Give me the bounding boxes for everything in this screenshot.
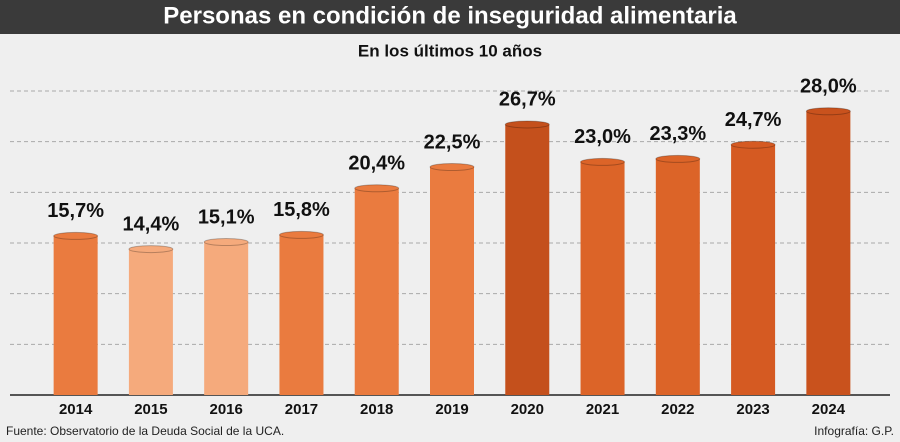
- bar: [505, 124, 550, 395]
- bar-cap: [278, 230, 324, 239]
- source-note: Fuente: Observatorio de la Deuda Social …: [6, 424, 284, 438]
- x-tick-label: 2023: [736, 401, 769, 418]
- x-tick-label: 2021: [586, 401, 619, 418]
- bar: [204, 241, 249, 395]
- bar-cap: [429, 163, 475, 171]
- data-label: 20,4%: [348, 153, 405, 175]
- data-label: 15,7%: [47, 200, 104, 222]
- x-tick-label: 2020: [511, 401, 544, 418]
- data-label: 28,0%: [800, 76, 857, 98]
- bar: [53, 235, 98, 395]
- chart-title: Personas en condición de inseguridad ali…: [163, 2, 737, 29]
- data-label: 26,7%: [499, 89, 556, 111]
- bar-cap: [730, 140, 776, 149]
- bar-cap: [504, 120, 550, 129]
- bar-cap: [53, 231, 99, 240]
- x-tick-label: 2024: [812, 401, 846, 418]
- x-tick-label: 2018: [360, 401, 393, 418]
- bar: [430, 167, 474, 395]
- data-label: 23,3%: [649, 123, 706, 145]
- bar-cap: [354, 184, 400, 193]
- x-tick-label: 2015: [134, 401, 167, 418]
- x-tick-label: 2022: [661, 401, 694, 418]
- x-tick-label: 2017: [285, 401, 318, 418]
- bar: [354, 188, 399, 395]
- data-label: 24,7%: [725, 109, 782, 131]
- data-label: 15,1%: [198, 206, 255, 228]
- bar-cap: [655, 154, 701, 163]
- bar-cap: [128, 245, 174, 254]
- data-label: 14,4%: [123, 213, 180, 235]
- bar: [279, 234, 324, 395]
- data-label: 22,5%: [424, 131, 481, 153]
- title-banner: [0, 0, 900, 34]
- credit-note: Infografía: G.P.: [814, 424, 894, 438]
- bar-cap: [580, 157, 626, 166]
- x-tick-label: 2014: [59, 401, 93, 418]
- x-tick-label: 2016: [209, 401, 242, 418]
- bar: [655, 158, 700, 395]
- bar: [806, 111, 851, 396]
- x-tick-label: 2019: [435, 401, 468, 418]
- bar: [128, 249, 173, 395]
- bar-cap: [203, 237, 249, 246]
- data-label: 23,0%: [574, 126, 631, 148]
- bar: [731, 144, 776, 395]
- chart-subtitle: En los últimos 10 años: [358, 41, 542, 60]
- bar: [580, 161, 625, 395]
- data-label: 15,8%: [273, 199, 330, 221]
- bar-cap: [805, 107, 851, 116]
